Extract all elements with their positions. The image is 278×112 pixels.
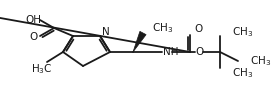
Text: O: O	[195, 47, 203, 57]
Text: H$_3$C: H$_3$C	[31, 62, 53, 76]
Text: NH: NH	[163, 47, 178, 57]
Text: O: O	[194, 24, 202, 34]
Text: CH$_3$: CH$_3$	[152, 21, 173, 35]
Text: N: N	[102, 27, 110, 37]
Polygon shape	[133, 31, 146, 52]
Text: CH$_3$: CH$_3$	[232, 25, 253, 39]
Text: O: O	[29, 32, 37, 42]
Text: CH$_3$: CH$_3$	[232, 66, 253, 80]
Text: OH: OH	[25, 15, 41, 25]
Text: CH$_3$: CH$_3$	[250, 54, 271, 68]
